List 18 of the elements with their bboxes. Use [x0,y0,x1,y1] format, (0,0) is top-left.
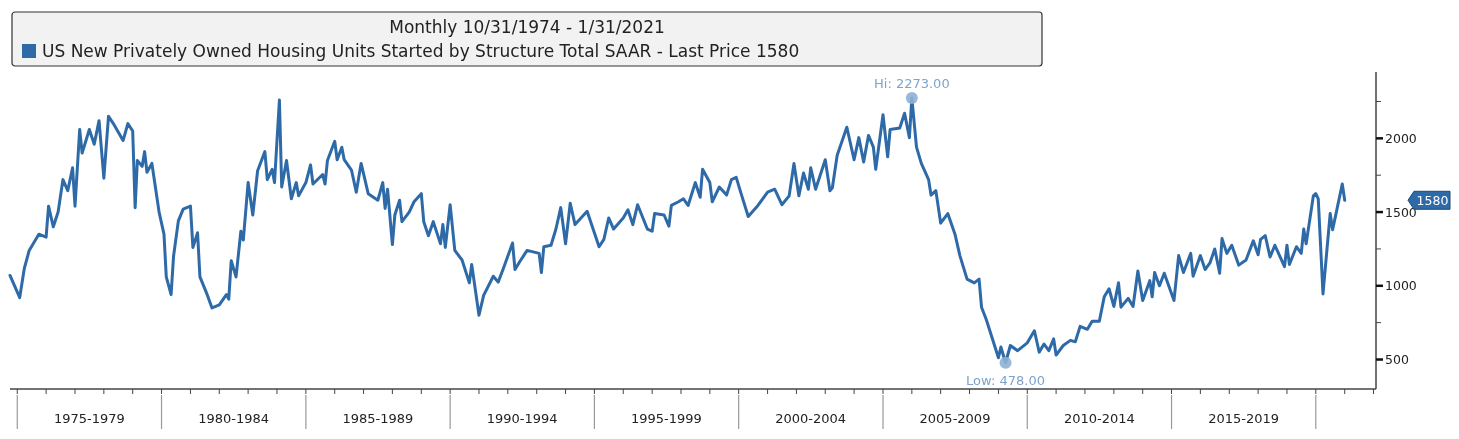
x-tick-label: 1985-1989 [342,411,414,426]
x-tick-label: 1990-1994 [486,411,558,426]
x-tick-label: 2015-2019 [1208,411,1280,426]
x-tick-label: 2010-2014 [1063,411,1135,426]
y-tick-label: 500 [1385,352,1409,368]
y-tick-label: 1500 [1385,204,1417,220]
x-tick-label: 1980-1984 [198,411,270,426]
annotation: Hi: 2273.00 [874,76,950,92]
y-tick-label: 1000 [1385,278,1417,294]
x-tick-label: 1975-1979 [53,411,125,426]
text: 1580 [1416,192,1449,208]
annotation: Low: 478.00 [966,372,1045,388]
x-tick-label: 2005-2009 [919,411,991,426]
x-tick-label: 2000-2004 [775,411,847,426]
x-tick-label: 1995-1999 [631,411,702,426]
chart-title: Monthly 10/31/1974 - 1/31/2021 [389,17,665,37]
y-tick-label: 2000 [1385,130,1417,146]
legend-label: US New Privately Owned Housing Units Started by Structure Total SAAR - Last Price 1580 [42,41,800,61]
